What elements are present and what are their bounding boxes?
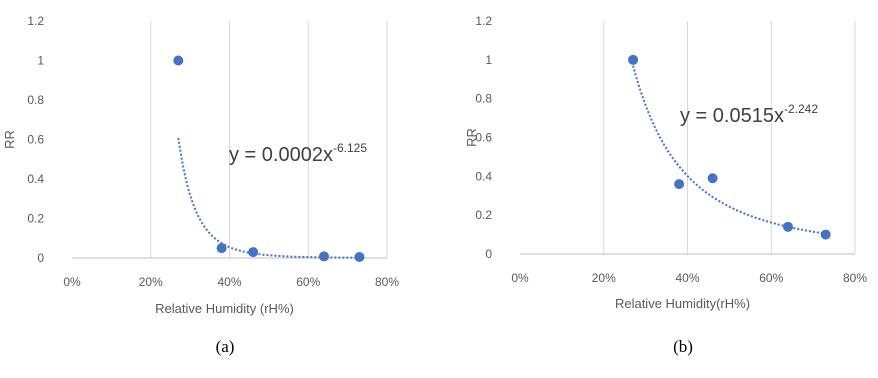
x-tick-label: 80%	[375, 275, 399, 289]
data-point	[173, 55, 184, 66]
y-tick-label: 1	[37, 54, 44, 68]
x-tick-label: 0%	[63, 275, 81, 289]
y-tick-label: 0.6	[27, 133, 44, 147]
data-point	[783, 221, 793, 232]
data-point	[248, 247, 259, 258]
data-point	[820, 229, 831, 240]
chart-panel-b: 0 0.2 0.4 0.6 0.8 1 1.2 0% 20% 40% 60% 80% y = 0.0…	[464, 14, 867, 356]
y-tick-label: 1.2	[475, 14, 492, 28]
x-tick-labels: 0% 20% 40% 60% 80%	[511, 271, 867, 285]
trendline-equation: y = 0.0002x-6.125	[229, 141, 367, 166]
y-tick-label: 1	[485, 53, 492, 67]
y-axis-title: RR	[2, 130, 17, 149]
x-tick-label: 40%	[675, 271, 699, 285]
trendline-equation: y = 0.0515x-2.242	[680, 102, 818, 127]
y-tick-label: 1.2	[27, 14, 44, 28]
x-tick-label: 20%	[592, 271, 616, 285]
equation-base: y = 0.0515x	[680, 105, 784, 127]
y-tick-label: 0.6	[475, 131, 492, 145]
y-tick-labels: 0 0.2 0.4 0.6 0.8 1 1.2	[475, 14, 492, 261]
y-tick-labels: 0 0.2 0.4 0.6 0.8 1 1.2	[27, 14, 44, 265]
x-tick-label: 60%	[296, 275, 320, 289]
y-tick-label: 0.8	[27, 93, 44, 107]
equation-exponent: -2.242	[784, 102, 818, 116]
x-axis-title: Relative Humidity(rH%)	[615, 296, 750, 311]
y-tick-label: 0	[37, 251, 44, 265]
x-tick-label: 60%	[759, 271, 783, 285]
y-tick-label: 0.4	[27, 172, 44, 186]
x-tick-label: 20%	[139, 275, 163, 289]
x-tick-label: 80%	[843, 271, 867, 285]
y-tick-label: 0.2	[475, 208, 492, 222]
equation-exponent: -6.125	[333, 141, 367, 155]
data-point	[707, 173, 718, 184]
data-point	[354, 252, 365, 263]
data-points	[628, 54, 831, 240]
y-tick-label: 0.8	[475, 92, 492, 106]
x-tick-label: 0%	[511, 271, 529, 285]
data-point	[319, 251, 329, 262]
y-tick-label: 0.4	[475, 169, 492, 183]
panel-label: (b)	[673, 337, 693, 356]
panel-label: (a)	[216, 337, 235, 356]
x-axis-title: Relative Humidity (rH%)	[155, 301, 294, 316]
y-tick-label: 0	[485, 247, 492, 261]
data-point	[674, 179, 685, 190]
data-points	[173, 55, 365, 263]
x-gridlines	[603, 21, 856, 254]
data-point	[216, 243, 227, 254]
chart-panel-a: 0 0.2 0.4 0.6 0.8 1 1.2 0% 20% 40% 60% 80% y = 0.0…	[2, 14, 399, 356]
y-axis-title: RR	[464, 128, 479, 147]
power-trendline	[632, 65, 826, 235]
x-tick-labels: 0% 20% 40% 60% 80%	[63, 275, 399, 289]
data-point	[628, 54, 639, 65]
equation-base: y = 0.0002x	[229, 144, 333, 166]
y-tick-label: 0.2	[27, 212, 44, 226]
x-tick-label: 40%	[217, 275, 241, 289]
x-gridlines	[150, 21, 388, 258]
